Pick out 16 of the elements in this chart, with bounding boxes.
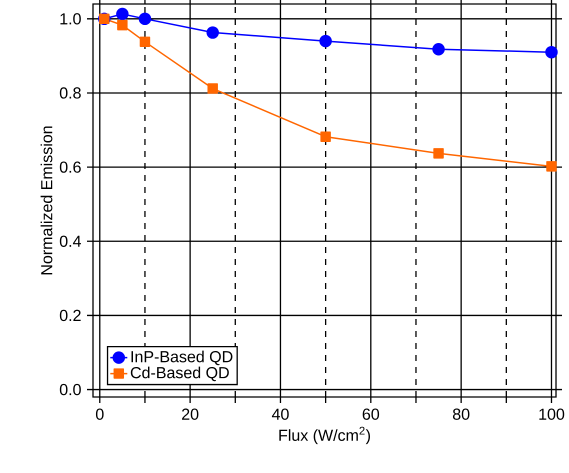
legend-label: Cd-Based QD — [130, 366, 229, 382]
y-tick-label: 0.2 — [60, 310, 81, 322]
x-tick-label: 80 — [452, 408, 470, 420]
legend-label: InP-Based QD — [132, 350, 232, 366]
y-tick-label: 0.4 — [60, 236, 82, 247]
x-tick-label: 20 — [182, 408, 198, 420]
y-tick-label: 0.8 — [60, 87, 81, 99]
x-axis-title: Flux (W/cm$^{2}$) — [279, 426, 370, 444]
y-tick-label: 1.0 — [60, 13, 81, 24]
x-tick-label: 0 — [96, 408, 104, 420]
x-tick-label: 100 — [539, 408, 564, 420]
y-tick-label: 0.0 — [60, 384, 81, 396]
y-axis-title: Normalized Emission — [40, 126, 52, 274]
x-tick-label: 40 — [272, 408, 289, 420]
x-tick-label: 60 — [362, 408, 380, 420]
y-tick-label: 0.6 — [60, 161, 81, 173]
